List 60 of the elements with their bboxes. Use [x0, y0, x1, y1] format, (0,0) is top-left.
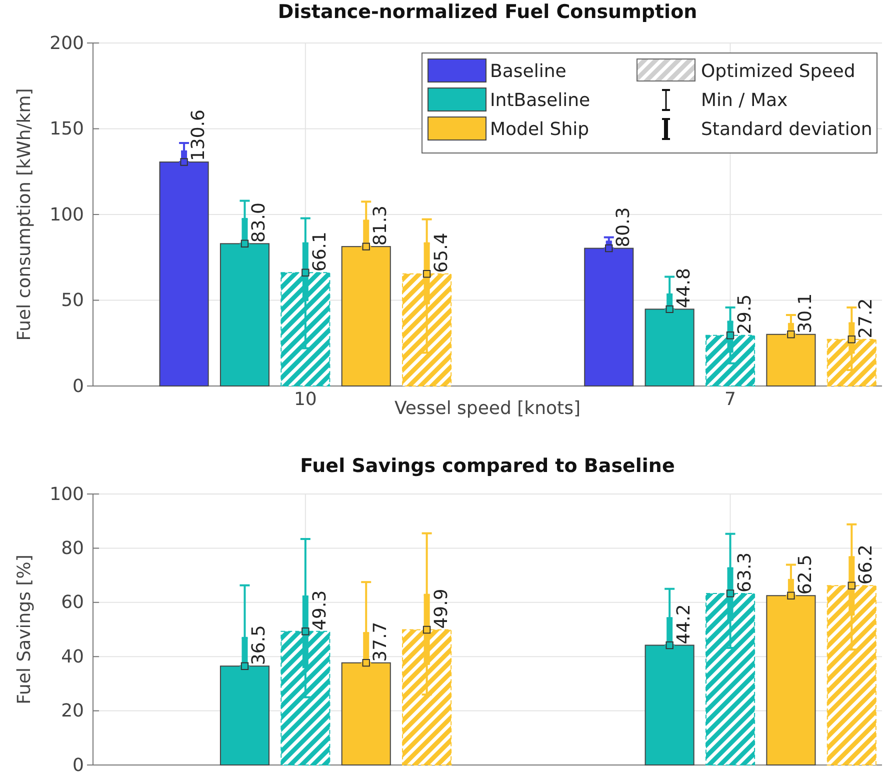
legend-label: IntBaseline — [490, 90, 590, 111]
data-label: 130.6 — [188, 109, 210, 162]
y-tick-label: 200 — [50, 32, 84, 54]
y-tick-label: 100 — [50, 484, 84, 505]
point — [666, 305, 674, 314]
data-label: 80.3 — [612, 207, 634, 248]
data-label: 65.4 — [430, 232, 452, 273]
chart-title: Distance-normalized Fuel Consumption — [278, 1, 698, 23]
point — [848, 582, 856, 590]
annotation: Standard deviation — [701, 119, 872, 140]
data-label: 49.9 — [430, 588, 452, 629]
annotation: Min / Max — [701, 90, 788, 111]
data-label: 44.8 — [674, 268, 695, 308]
annotation: Optimized Speed — [701, 61, 856, 82]
point — [422, 626, 431, 634]
point — [362, 242, 370, 250]
data-label: 27.2 — [856, 298, 877, 338]
point — [180, 158, 188, 166]
data-label: 66.1 — [309, 232, 330, 272]
data-label: 62.5 — [794, 554, 816, 595]
y-tick-label: 20 — [61, 700, 84, 722]
y-tick-label: 100 — [50, 204, 84, 226]
point — [726, 332, 734, 340]
data-label: 29.5 — [734, 294, 756, 334]
chart-title: Fuel Savings compared to Baseline — [300, 455, 675, 477]
x-tick-label: 7 — [724, 389, 736, 410]
point — [422, 270, 431, 278]
point — [666, 641, 674, 650]
y-tick-label: 50 — [61, 290, 84, 312]
data-label: 83.0 — [248, 202, 270, 243]
point — [362, 658, 370, 667]
y-tick-label: 40 — [61, 646, 84, 668]
y-axis-title: Fuel consumption [kWh/km] — [14, 88, 35, 341]
y-tick-label: 150 — [50, 118, 84, 140]
point — [787, 592, 795, 600]
data-label: 44.2 — [674, 604, 695, 644]
point — [302, 268, 310, 276]
data-label: 37.7 — [370, 622, 392, 662]
legend-label: Baseline — [490, 61, 566, 82]
point — [240, 240, 249, 248]
y-tick-label: 80 — [61, 538, 84, 559]
data-label: 81.3 — [370, 205, 392, 246]
point — [302, 628, 310, 636]
data-label: 66.2 — [856, 544, 877, 585]
data-label: 30.1 — [794, 293, 816, 334]
data-label: 36.5 — [248, 625, 270, 666]
data-label: 49.3 — [309, 590, 330, 630]
point — [848, 336, 856, 344]
y-tick-label: 60 — [61, 592, 84, 614]
legend-label: Model Ship — [490, 119, 590, 140]
y-tick-label: 0 — [72, 376, 84, 397]
y-axis-title: Fuel Savings [%] — [14, 554, 35, 704]
x-tick-label: 10 — [294, 389, 317, 410]
point — [726, 590, 734, 598]
point — [240, 662, 249, 670]
data-label: 63.3 — [734, 552, 756, 592]
x-axis-title: Vessel speed [knots] — [394, 398, 580, 419]
y-tick-label: 0 — [72, 754, 84, 773]
point — [787, 330, 795, 338]
point — [605, 244, 613, 252]
